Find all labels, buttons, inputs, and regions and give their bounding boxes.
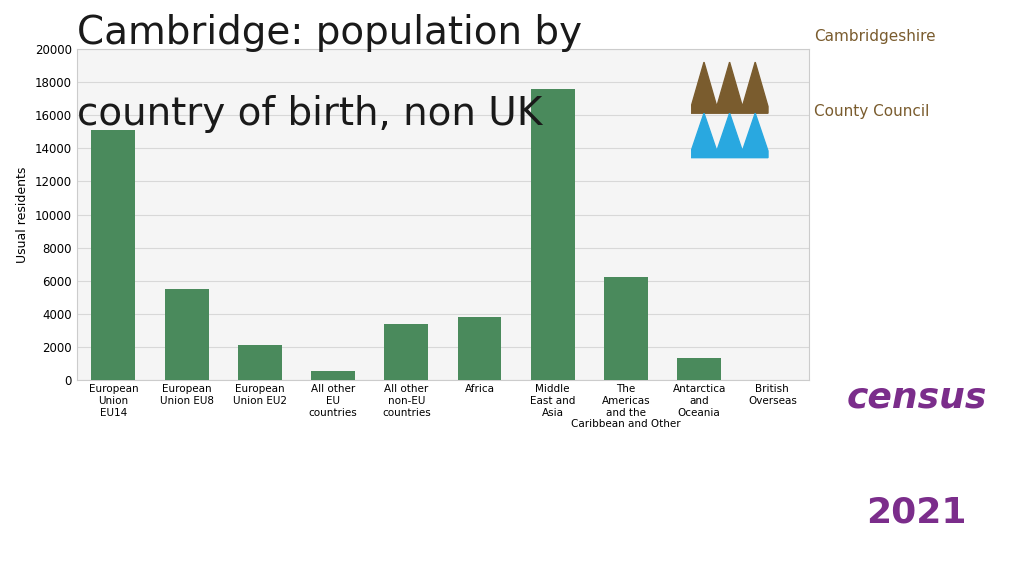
Bar [311,371,355,380]
Y-axis label: Usual residents: Usual residents [16,166,30,263]
Text: census: census [846,381,987,415]
Bar [384,324,428,380]
Bar [458,317,502,380]
Bar [604,278,648,380]
Bar [165,289,209,380]
Text: 2021: 2021 [866,496,967,530]
Text: country of birth, non UK: country of birth, non UK [77,95,542,133]
Bar [677,358,721,380]
Bar [91,130,135,380]
Bar [530,89,574,380]
Text: Cambridgeshire: Cambridgeshire [814,29,936,44]
Bar [238,344,282,380]
Polygon shape [691,62,768,113]
Text: Cambridge: population by: Cambridge: population by [77,14,582,52]
Text: County Council: County Council [814,104,930,119]
Polygon shape [691,113,768,158]
